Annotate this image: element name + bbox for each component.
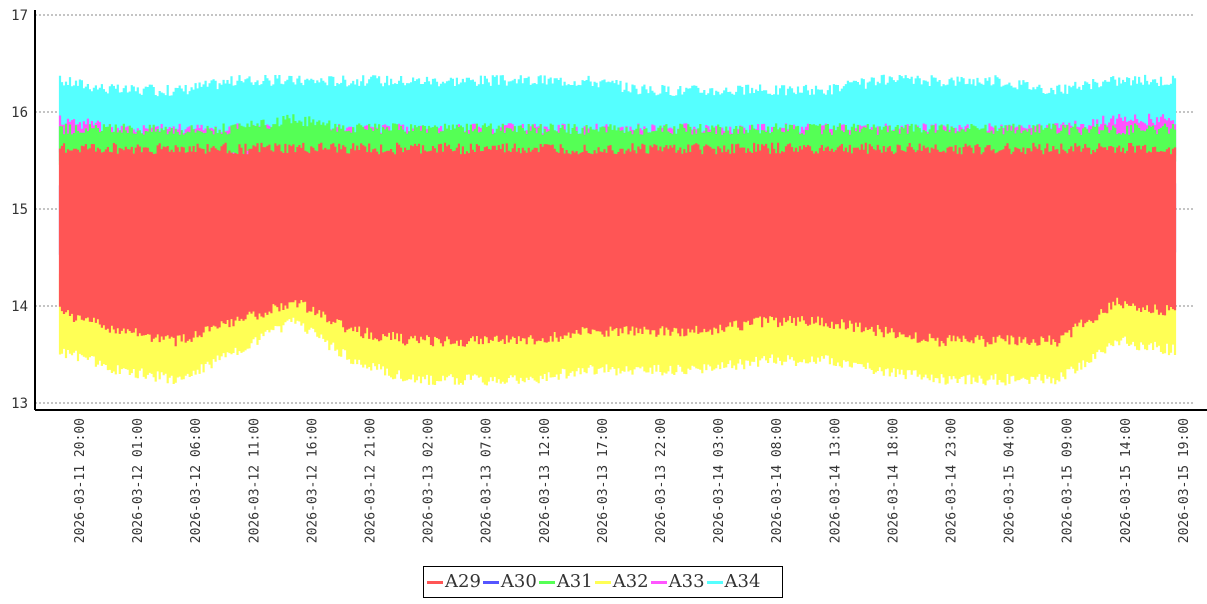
legend-swatch bbox=[538, 580, 555, 584]
series-layer bbox=[58, 74, 1177, 386]
x-tick-label: 2026-03-11 20:00 bbox=[73, 418, 88, 543]
x-tick-label: 2026-03-14 23:00 bbox=[945, 418, 960, 543]
x-tick-label: 2026-03-12 11:00 bbox=[247, 418, 262, 543]
x-tick-label: 2026-03-13 12:00 bbox=[538, 418, 553, 543]
x-tick-label: 2026-03-12 16:00 bbox=[305, 418, 320, 543]
x-tick-label: 2026-03-12 21:00 bbox=[364, 418, 379, 543]
y-tick-label: 16 bbox=[11, 105, 28, 121]
legend-label: A29 bbox=[445, 571, 481, 592]
legend-label: A32 bbox=[612, 571, 649, 592]
x-tick-label: 2026-03-15 04:00 bbox=[1003, 418, 1018, 543]
legend-item-A33: A33 bbox=[650, 571, 705, 592]
x-tick-label: 2026-03-15 09:00 bbox=[1061, 418, 1076, 543]
y-tick-label: 14 bbox=[11, 299, 28, 315]
x-tick-label: 2026-03-13 17:00 bbox=[596, 418, 611, 543]
legend-swatch bbox=[594, 580, 611, 584]
x-tick-label: 2026-03-14 13:00 bbox=[828, 418, 843, 543]
legend-swatch bbox=[706, 580, 723, 584]
legend-item-A29: A29 bbox=[427, 573, 481, 591]
x-tick-label: 2026-03-12 06:00 bbox=[189, 418, 204, 543]
x-tick-label: 2026-03-12 01:00 bbox=[131, 418, 146, 543]
legend-item-A34: A34 bbox=[706, 571, 761, 592]
series-band-A29 bbox=[58, 142, 1177, 347]
x-tick-label: 2026-03-15 14:00 bbox=[1119, 418, 1134, 543]
legend-swatch bbox=[482, 580, 499, 584]
x-tick-label: 2026-03-13 02:00 bbox=[422, 418, 437, 543]
legend-label: A31 bbox=[556, 571, 593, 592]
legend-label: A33 bbox=[668, 571, 705, 592]
x-tick-label: 2026-03-14 03:00 bbox=[712, 418, 727, 543]
legend: A29 A30 A31 A32 A33 A34 bbox=[423, 566, 783, 598]
legend-swatch bbox=[427, 580, 443, 584]
y-tick-label: 17 bbox=[11, 8, 28, 24]
x-tick-label: 2026-03-15 19:00 bbox=[1177, 418, 1192, 543]
legend-item-A31: A31 bbox=[538, 571, 593, 592]
y-tick-label: 13 bbox=[11, 396, 28, 412]
legend-item-A32: A32 bbox=[594, 571, 649, 592]
axis-layer: 13 14 15 16 17 2026-03-11 20:00 2026-03-12 01:… bbox=[11, 8, 1207, 543]
x-tick-label: 2026-03-13 22:00 bbox=[654, 418, 669, 543]
x-tick-label: 2026-03-14 08:00 bbox=[770, 418, 785, 543]
series-A29 bbox=[58, 142, 1177, 347]
legend-swatch bbox=[650, 580, 667, 584]
legend-label: A30 bbox=[500, 571, 537, 592]
legend-label: A34 bbox=[724, 571, 761, 592]
legend-item-A30: A30 bbox=[482, 571, 537, 592]
x-tick-label: 2026-03-13 07:00 bbox=[480, 418, 495, 543]
y-tick-label: 15 bbox=[11, 202, 28, 218]
x-tick-label: 2026-03-14 18:00 bbox=[886, 418, 901, 543]
